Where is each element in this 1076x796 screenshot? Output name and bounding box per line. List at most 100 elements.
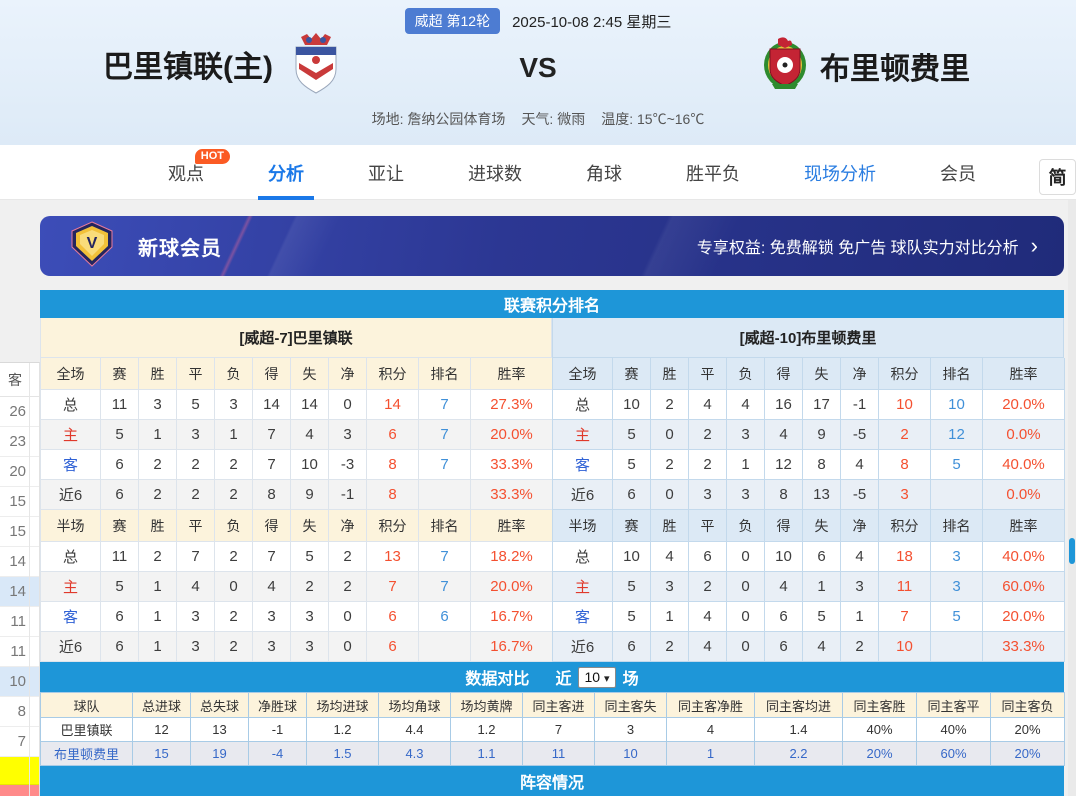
- stats-header-cell: 净: [841, 358, 879, 390]
- stat-cell: 11: [101, 542, 139, 572]
- left-table-row: 11: [0, 637, 39, 667]
- stat-cell: 3: [651, 572, 689, 602]
- stat-cell: 9: [291, 480, 329, 510]
- points-cell: 8: [367, 450, 419, 480]
- scrollbar-track[interactable]: [1068, 200, 1076, 796]
- stats-header-cell: 半场: [41, 510, 101, 542]
- stat-cell: 1: [803, 572, 841, 602]
- stat-cell: 6: [803, 542, 841, 572]
- stat-cell: 5: [613, 602, 651, 632]
- stat-cell: 4: [727, 390, 765, 420]
- stat-cell: 2: [215, 450, 253, 480]
- lineup-title-bar: 阵容情况: [40, 766, 1064, 796]
- language-toggle-button[interactable]: 简: [1039, 159, 1076, 195]
- stats-header-cell: 得: [253, 358, 291, 390]
- comparison-header-cell: 总失球: [191, 692, 249, 718]
- row-label: 总: [41, 542, 101, 572]
- left-table-row: 11: [0, 607, 39, 637]
- win-rate-cell: 20.0%: [983, 602, 1065, 632]
- stats-row: 总 10 4 6 0 10 6 4 18 3 40.0%: [553, 542, 1065, 572]
- comparison-header-cell: 场均进球: [307, 692, 379, 718]
- stats-header-cell: 净: [329, 358, 367, 390]
- nav-tab-3[interactable]: 进球数: [468, 163, 522, 184]
- stats-row: 客 6 1 3 2 3 3 0 6 6 16.7%: [41, 602, 553, 632]
- row-label: 客: [553, 602, 613, 632]
- recent-prefix-label: 近: [555, 671, 572, 688]
- banner-benefits: 专享权益: 免费解锁 免广告 球队实力对比分析 ›: [697, 234, 1038, 258]
- comparison-value-cell: 1: [667, 742, 755, 766]
- left-table-header: 客: [0, 363, 39, 397]
- stats-row: 主 5 0 2 3 4 9 -5 2 12 0.0%: [553, 420, 1065, 450]
- points-cell: 7: [879, 602, 931, 632]
- comparison-value-cell: 40%: [917, 718, 991, 742]
- stat-cell: 3: [177, 632, 215, 662]
- nav-tab-1[interactable]: 分析: [236, 145, 336, 200]
- stat-cell: 6: [101, 480, 139, 510]
- stats-header-cell: 胜: [139, 358, 177, 390]
- comparison-value-cell: 1.4: [755, 718, 843, 742]
- stat-cell: 4: [765, 420, 803, 450]
- stats-row: 客 5 2 2 1 12 8 4 8 5 40.0%: [553, 450, 1065, 480]
- stats-header-cell: 排名: [419, 358, 471, 390]
- stat-cell: 6: [101, 632, 139, 662]
- recent-count-select[interactable]: 10: [578, 666, 616, 688]
- stat-cell: 0: [727, 632, 765, 662]
- nav-tab-7[interactable]: 会员: [940, 163, 976, 184]
- stats-row: 近6 6 1 3 2 3 3 0 6 16.7%: [41, 632, 553, 662]
- stat-cell: 5: [101, 572, 139, 602]
- row-label: 总: [553, 542, 613, 572]
- stats-header-cell: 得: [253, 510, 291, 542]
- stats-header-cell: 失: [803, 358, 841, 390]
- standings-title-bar: 联赛积分排名: [40, 290, 1064, 318]
- stat-cell: 1: [139, 602, 177, 632]
- match-datetime: 2025-10-08 2:45 星期三: [512, 13, 672, 31]
- stat-cell: 4: [803, 632, 841, 662]
- row-label: 主: [553, 572, 613, 602]
- stats-header-cell: 积分: [879, 510, 931, 542]
- comparison-value-cell: -1: [249, 718, 307, 742]
- recent-count-value: 10: [584, 669, 601, 685]
- stat-cell: 3: [291, 602, 329, 632]
- nav-bar: 观点 HOT 分析 亚让 进球数 角球 胜平负 现场分析 会员 简: [0, 145, 1076, 200]
- nav-tab-5[interactable]: 胜平负: [686, 163, 740, 184]
- stats-header-cell: 负: [215, 510, 253, 542]
- stats-header-cell: 平: [177, 510, 215, 542]
- stat-cell: 14: [253, 390, 291, 420]
- vip-member-banner[interactable]: V 新球会员 专享权益: 免费解锁 免广告 球队实力对比分析 ›: [40, 216, 1064, 276]
- stat-cell: 8: [803, 450, 841, 480]
- stat-cell: -5: [841, 480, 879, 510]
- stats-header-cell: 赛: [613, 358, 651, 390]
- stat-cell: 2: [689, 450, 727, 480]
- nav-tab-2[interactable]: 亚让: [368, 163, 404, 184]
- stats-row: 总 10 2 4 4 16 17 -1 10 10 20.0%: [553, 390, 1065, 420]
- nav-tab-6[interactable]: 现场分析: [804, 163, 876, 184]
- comparison-value-cell: 4: [667, 718, 755, 742]
- win-rate-cell: 0.0%: [983, 420, 1065, 450]
- stats-row: 主 5 3 2 0 4 1 3 11 3 60.0%: [553, 572, 1065, 602]
- stats-header-cell: 得: [765, 510, 803, 542]
- stat-cell: 2: [329, 572, 367, 602]
- stat-cell: 5: [613, 572, 651, 602]
- win-rate-cell: 20.0%: [983, 390, 1065, 420]
- win-rate-cell: 60.0%: [983, 572, 1065, 602]
- stat-cell: 14: [291, 390, 329, 420]
- stat-cell: 3: [177, 602, 215, 632]
- scrollbar-thumb[interactable]: [1069, 538, 1075, 564]
- row-label: 近6: [41, 632, 101, 662]
- stat-cell: 3: [253, 602, 291, 632]
- weather-text: 天气: 微雨: [521, 111, 586, 127]
- row-label: 总: [41, 390, 101, 420]
- stat-cell: 1: [727, 450, 765, 480]
- stats-header-cell: 失: [291, 358, 329, 390]
- comparison-value-cell: 10: [595, 742, 667, 766]
- stat-cell: 2: [689, 572, 727, 602]
- comparison-value-cell: 1.1: [451, 742, 523, 766]
- row-label: 客: [553, 450, 613, 480]
- svg-text:V: V: [87, 235, 98, 252]
- nav-tab-4[interactable]: 角球: [586, 163, 622, 184]
- nav-tab-0[interactable]: 观点 HOT: [136, 145, 236, 200]
- stats-header-cell: 胜: [139, 510, 177, 542]
- stats-header-row: 全场赛胜平负得失净积分 排名 胜率: [553, 358, 1065, 390]
- stat-cell: 6: [765, 602, 803, 632]
- stats-header-cell: 净: [329, 510, 367, 542]
